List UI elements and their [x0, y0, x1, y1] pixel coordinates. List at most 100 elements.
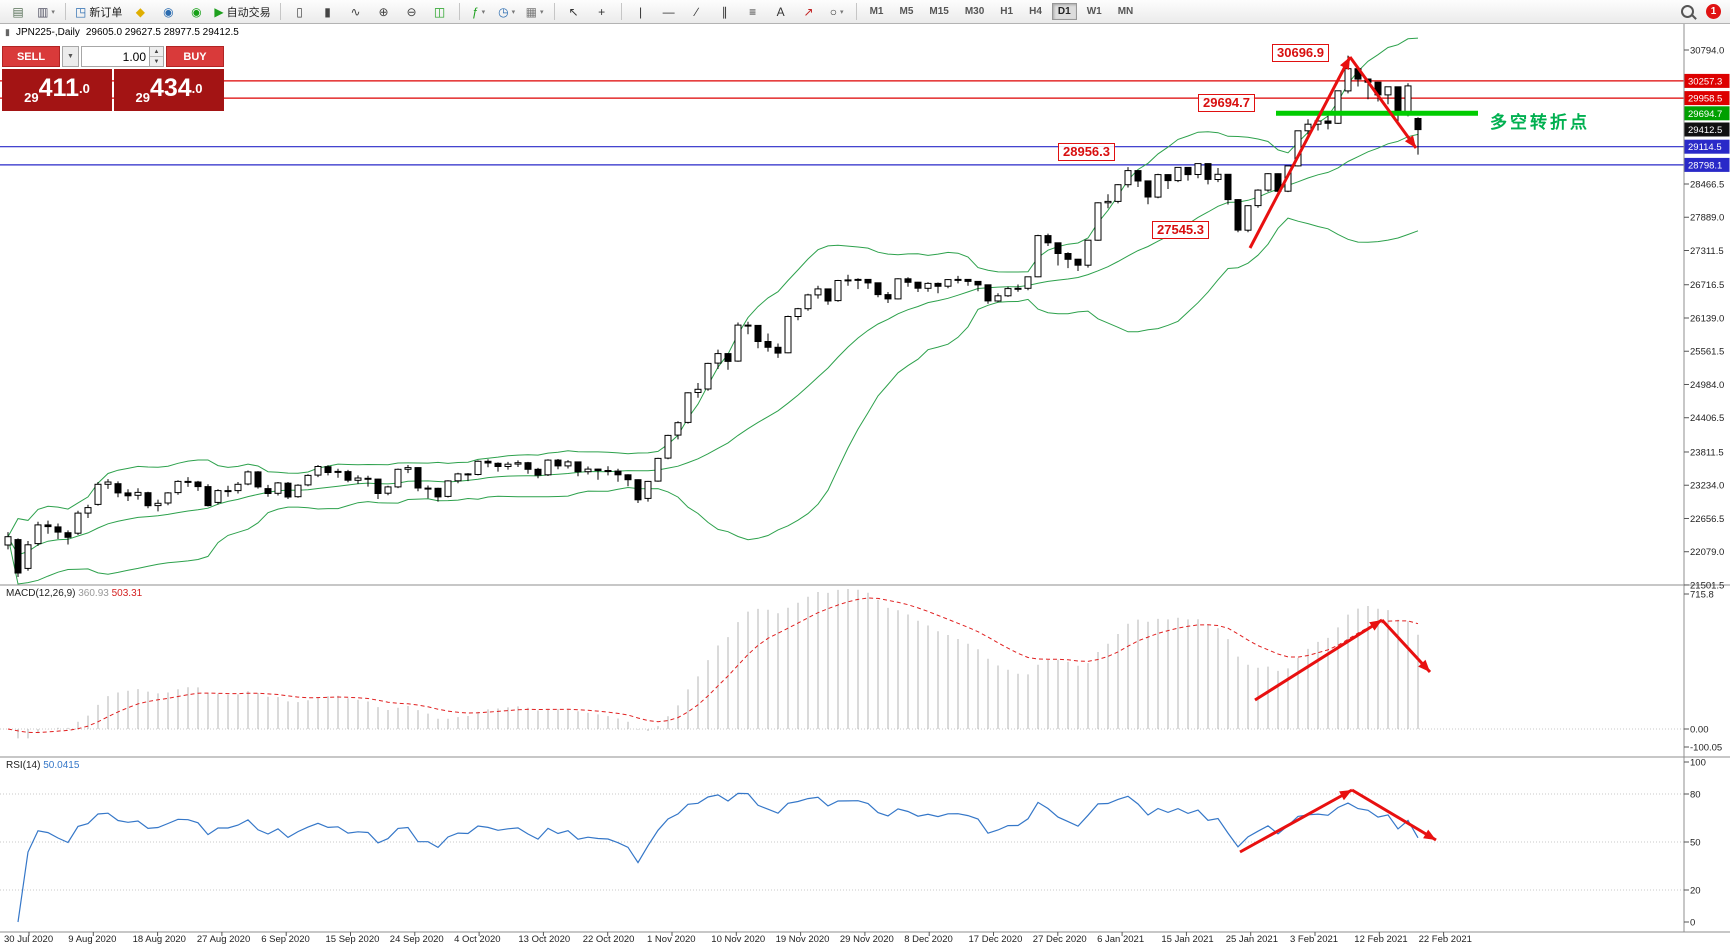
timeframe-m30-button[interactable]: M30 [964, 6, 985, 17]
date-label: 3 Feb 2021 [1290, 934, 1338, 944]
price-tag-text: 29958.5 [1688, 94, 1722, 105]
price-tag-text: 28798.1 [1688, 160, 1722, 171]
toolbar-separator [458, 3, 460, 20]
volume-input[interactable] [82, 47, 149, 66]
timeframe-w1-button[interactable]: W1 [1086, 6, 1102, 17]
timeframe-m5-button[interactable]: M5 [899, 6, 914, 17]
price-scale-label: 24406.5 [1690, 413, 1724, 424]
fibonacci-tool-button[interactable]: ≡ [740, 1, 766, 23]
periods-dropdown-icon[interactable]: ▾ [511, 8, 516, 16]
market-watch-button[interactable]: ◉ [155, 1, 181, 23]
new-order-label: 新订单 [89, 6, 123, 19]
bars-mode-button[interactable]: ▯ [287, 1, 313, 23]
zoom-in-button[interactable]: ⊕ [371, 1, 397, 23]
price-tag-text: 29114.5 [1688, 142, 1722, 153]
arrows-tool-button[interactable]: ↗ [796, 1, 822, 23]
timeframe-m1-button[interactable]: M1 [869, 6, 884, 17]
shapes-tool-button[interactable]: ○ ▾ [824, 1, 850, 23]
macd-signal-value: 503.31 [111, 588, 143, 599]
toolbar-separator [65, 3, 66, 20]
date-label: 25 Jan 2021 [1226, 934, 1278, 944]
price-tag [1684, 106, 1730, 121]
shapes-tool-dropdown-icon[interactable]: ▾ [839, 8, 844, 16]
date-label: 10 Nov 2020 [711, 934, 765, 944]
order-type-dropdown[interactable]: ▼ [62, 46, 79, 67]
community-button[interactable]: ◉ [183, 1, 209, 23]
metaeditor-button[interactable]: ◆ [127, 1, 153, 23]
rsi-scale-label: 80 [1690, 790, 1701, 801]
trendline-tool-icon: ∕ [695, 4, 698, 19]
trend-arrow [1254, 618, 1383, 702]
sell-button[interactable]: SELL [2, 46, 60, 67]
zoom-out-button[interactable]: ⊖ [399, 1, 425, 23]
date-label: 15 Sep 2020 [326, 934, 380, 944]
price-tag-text: 29412.5 [1688, 125, 1722, 136]
cursor-button[interactable]: ↖ [561, 1, 587, 23]
date-label: 4 Oct 2020 [454, 934, 500, 944]
trendline-tool-button[interactable]: ∕ [684, 1, 710, 23]
price-scale[interactable]: 30794.0 28466.5 27889.0 27311.5 26716.5 26139… [1684, 46, 1730, 929]
profiles-dropdown-icon[interactable]: ▾ [51, 8, 55, 16]
new-chart-icon: ▤ [12, 4, 24, 19]
channel-tool-icon: ∥ [721, 4, 728, 19]
date-label: 13 Oct 2020 [518, 934, 570, 944]
new-chart-button[interactable]: ▤ [5, 1, 31, 23]
macd-histogram [17, 589, 1419, 739]
templates-button[interactable]: ▦ ▾ [522, 1, 548, 23]
crosshair-button[interactable]: + [589, 1, 615, 23]
timeframe-d1-button[interactable]: D1 [1051, 3, 1077, 20]
price-scale-label: 26716.5 [1690, 280, 1724, 291]
macd-label: MACD(12,26,9) 360.93 503.31 [6, 588, 142, 599]
timeframe-h1-button[interactable]: H1 [1000, 6, 1014, 17]
horizontal-line-tool-button[interactable]: — [656, 1, 682, 23]
trend-arrow [1348, 56, 1418, 149]
line-mode-button[interactable]: ∿ [343, 1, 369, 23]
new-order-icon: ◳ [75, 4, 87, 19]
date-axis[interactable]: 30 Jul 2020 9 Aug 2020 18 Aug 2020 27 Aug 2… [4, 932, 1472, 944]
timeframe-mn-button[interactable]: MN [1117, 6, 1134, 17]
candles-layer [4, 55, 1422, 577]
macd-name: MACD(12,26,9) [6, 588, 76, 599]
sell-price-prefix: 29 [24, 90, 39, 105]
community-icon: ◉ [191, 4, 202, 19]
date-label: 1 Nov 2020 [647, 934, 696, 944]
price-callout: 27545.3 [1152, 221, 1209, 239]
shapes-tool-icon: ○ [829, 4, 837, 19]
text-tool-button[interactable]: A [768, 1, 794, 23]
candles-mode-button[interactable]: ▮ [315, 1, 341, 23]
price-tag [1684, 91, 1730, 106]
price-scale-label: 23234.0 [1690, 481, 1724, 492]
periods-button[interactable]: ◷ ▾ [494, 1, 520, 23]
price-scale-label: 22079.0 [1690, 547, 1724, 558]
vertical-line-tool-button[interactable]: | [628, 1, 654, 23]
tile-windows-icon: ◫ [433, 4, 446, 19]
tile-windows-button[interactable]: ◫ [427, 1, 453, 23]
sell-price-display[interactable]: 29 411.0 [2, 69, 112, 111]
indicators-dropdown-icon[interactable]: ▾ [481, 8, 486, 16]
sell-price-big: 411 [38, 74, 79, 102]
volume-up-icon[interactable]: ▲ [150, 47, 163, 57]
channel-tool-button[interactable]: ∥ [712, 1, 738, 23]
chart-symbol-period: JPN225-,Daily [15, 27, 80, 38]
timeframe-h4-button[interactable]: H4 [1029, 6, 1042, 17]
autotrading-button[interactable]: ▶ 自动交易 [211, 1, 273, 23]
indicators-button[interactable]: ƒ ▾ [466, 1, 492, 23]
volume-down-icon[interactable]: ▼ [150, 57, 163, 66]
date-label: 19 Nov 2020 [776, 934, 830, 944]
templates-dropdown-icon[interactable]: ▾ [539, 8, 544, 16]
buy-button[interactable]: BUY [166, 46, 224, 67]
timeframe-m15-button[interactable]: M15 [929, 6, 949, 17]
price-scale-label: 22656.5 [1690, 514, 1724, 525]
date-label: 17 Dec 2020 [969, 934, 1023, 944]
date-label: 30 Jul 2020 [4, 934, 53, 944]
search-icon[interactable] [1681, 5, 1694, 18]
price-callout: 30696.9 [1272, 44, 1329, 62]
notification-badge[interactable]: 1 [1706, 4, 1721, 19]
profiles-button[interactable]: ▥ ▾ [33, 1, 59, 23]
price-scale-label: 23811.5 [1690, 448, 1724, 459]
price-callout: 29694.7 [1198, 94, 1255, 112]
buy-price-display[interactable]: 29 434.0 [114, 69, 224, 111]
new-order-button[interactable]: ◳ 新订单 [72, 1, 125, 23]
